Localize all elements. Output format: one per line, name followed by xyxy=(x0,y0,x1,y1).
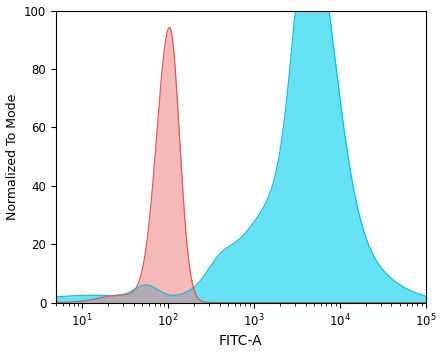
X-axis label: FITC-A: FITC-A xyxy=(219,335,263,348)
Y-axis label: Normalized To Mode: Normalized To Mode xyxy=(6,93,19,220)
